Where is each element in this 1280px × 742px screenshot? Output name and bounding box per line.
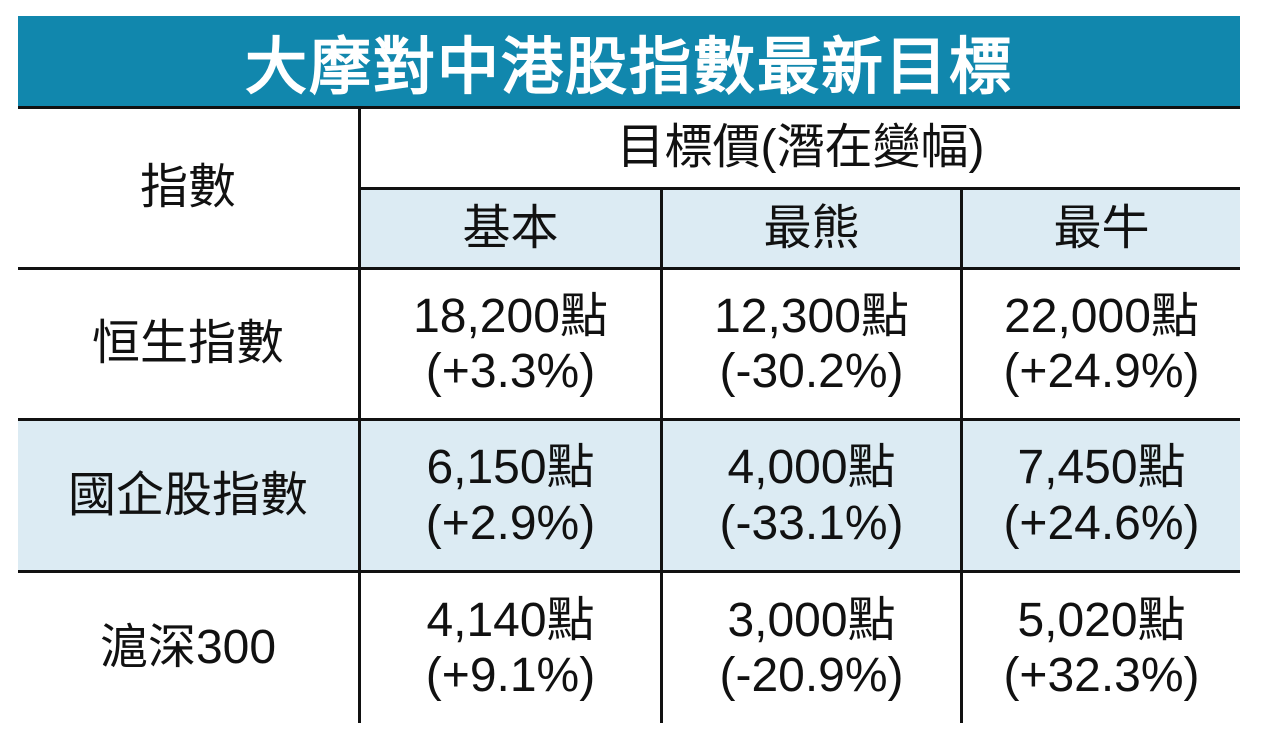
row-name: 滬深300 — [18, 570, 358, 723]
cell-points: 18,200點 — [413, 289, 608, 343]
table-cell: 12,300點 (-30.2%) — [660, 267, 960, 418]
cell-change: (-20.9%) — [719, 649, 904, 702]
cell-change: (-33.1%) — [719, 496, 904, 550]
row-name: 國企股指數 — [18, 418, 358, 570]
table-cell: 22,000點 (+24.9%) — [960, 267, 1240, 418]
cell-points: 4,000點 — [727, 441, 896, 495]
cell-points: 22,000點 — [1004, 289, 1199, 343]
cell-points: 6,150點 — [426, 441, 595, 495]
cell-points: 7,450點 — [1017, 441, 1186, 495]
index-header: 指數 — [139, 161, 236, 215]
target-price-header: 目標價(潛在變幅) — [358, 109, 1240, 187]
target-table: 指數 目標價(潛在變幅) 基本 最熊 最牛 恒生指數 18,200點 (+3.3%… — [18, 106, 1240, 723]
cell-change: (-30.2%) — [719, 345, 904, 398]
scenario-bull-header: 最牛 — [960, 187, 1240, 267]
table-cell: 4,000點 (-33.1%) — [660, 418, 960, 570]
cell-change: (+9.1%) — [425, 649, 596, 702]
cell-change: (+3.3%) — [425, 345, 596, 398]
cell-change: (+24.6%) — [1003, 496, 1200, 550]
table-cell: 5,020點 (+32.3%) — [960, 570, 1240, 723]
cell-points: 3,000點 — [727, 593, 896, 647]
table-title: 大摩對中港股指數最新目標 — [18, 16, 1240, 106]
scenario-base-header: 基本 — [358, 187, 660, 267]
table-cell: 18,200點 (+3.3%) — [358, 267, 660, 418]
scenario-bear-header: 最熊 — [660, 187, 960, 267]
table-cell: 7,450點 (+24.6%) — [960, 418, 1240, 570]
row-name: 恒生指數 — [18, 267, 358, 418]
table-cell: 4,140點 (+9.1%) — [358, 570, 660, 723]
table-cell: 6,150點 (+2.9%) — [358, 418, 660, 570]
cell-points: 5,020點 — [1017, 593, 1186, 647]
table-cell: 3,000點 (-20.9%) — [660, 570, 960, 723]
cell-change: (+24.9%) — [1003, 345, 1200, 398]
cell-change: (+2.9%) — [425, 496, 596, 550]
cell-points: 4,140點 — [426, 593, 595, 647]
cell-points: 12,300點 — [714, 289, 909, 343]
cell-change: (+32.3%) — [1003, 649, 1200, 702]
